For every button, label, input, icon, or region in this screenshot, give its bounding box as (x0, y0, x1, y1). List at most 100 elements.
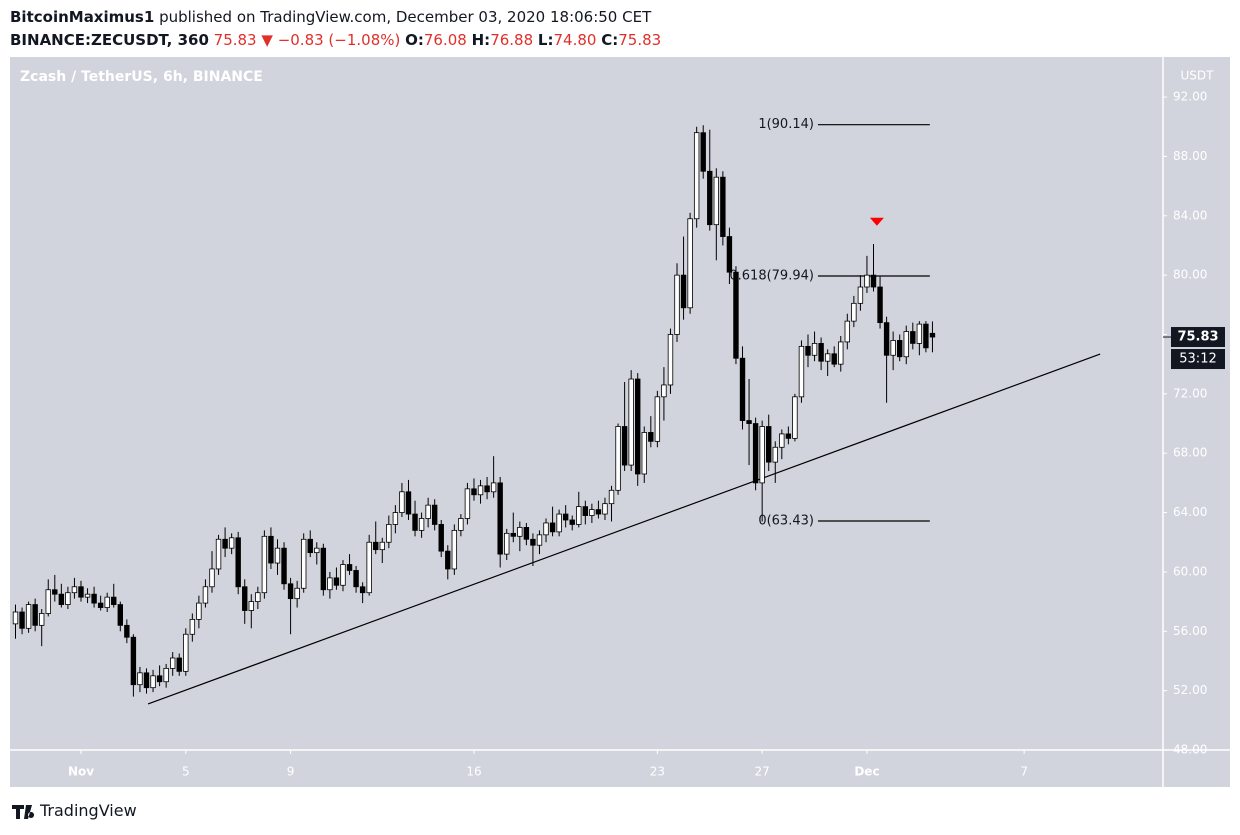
candle-body (700, 132, 706, 172)
candle-body (811, 343, 818, 356)
x-tick-label: 16 (466, 765, 481, 779)
last-price-box (1171, 327, 1225, 348)
candle-body (824, 353, 831, 362)
candle-body (497, 482, 503, 555)
candle-body (300, 538, 307, 589)
candle-body (268, 535, 274, 564)
candle-body (71, 586, 78, 594)
candle-body (176, 657, 182, 672)
x-tick-label: Nov (68, 765, 94, 779)
candle-body (870, 274, 877, 288)
candle-body (543, 522, 549, 536)
candle-body (739, 357, 746, 421)
candle-body (84, 593, 91, 598)
candle-body (438, 524, 444, 552)
candle-body (798, 345, 805, 398)
candle-body (294, 587, 300, 600)
candle-body (392, 512, 399, 525)
candle-body (235, 537, 241, 588)
candle-body (222, 538, 228, 549)
candle-body (504, 532, 510, 555)
candle-body (844, 320, 851, 343)
candle-body (693, 132, 700, 220)
candle-body (536, 534, 543, 546)
candle-body (628, 378, 634, 466)
candle-body (91, 593, 97, 604)
candle-body (97, 602, 104, 608)
candle-body (838, 341, 844, 365)
candle-body (595, 509, 602, 515)
candle-body (772, 446, 778, 463)
candle-body (471, 488, 477, 496)
candle-body (183, 633, 189, 672)
candle-body (274, 547, 281, 564)
candle-body (883, 322, 890, 356)
candle-body (215, 538, 222, 570)
candle-body (746, 420, 752, 424)
candle-body (805, 345, 811, 356)
candle-body (333, 577, 340, 586)
candle-body (530, 538, 536, 546)
header: BitcoinMaximus1 published on TradingView… (10, 6, 661, 52)
ohlc-value: 76.08 (423, 31, 467, 49)
symbol-line: BINANCE:ZECUSDT, 360 75.83 ▼ −0.83 (−1.0… (10, 29, 661, 52)
candle-body (45, 589, 51, 614)
candle-body (752, 423, 759, 484)
candle-body (576, 506, 582, 525)
candle-body (818, 343, 824, 362)
candle-body (523, 527, 530, 540)
candle-body (150, 675, 156, 689)
x-tick-label: 9 (287, 765, 295, 779)
candle-body (137, 672, 143, 686)
candle-body (431, 504, 438, 525)
candle-body (65, 592, 71, 605)
candle-body (117, 604, 123, 626)
candle-body (569, 519, 575, 525)
y-tick-label: 64.00 (1173, 505, 1207, 519)
candle-body (425, 504, 431, 519)
change: ▼ −0.83 (−1.08%) (261, 31, 401, 49)
publish-line: BitcoinMaximus1 published on TradingView… (10, 6, 661, 29)
candle-body (477, 485, 484, 496)
candle-body (556, 513, 562, 533)
ohlc-key: O: (405, 31, 424, 49)
candle-body (314, 547, 320, 554)
trendline (147, 353, 1101, 705)
candle-body (549, 522, 556, 533)
candle-body (281, 547, 287, 585)
ohlc-value: 75.83 (618, 31, 662, 49)
candle-body (615, 426, 621, 491)
candle-body (130, 636, 137, 686)
candle-body (517, 527, 523, 537)
x-tick-label: 23 (650, 765, 665, 779)
candle-body (733, 271, 739, 359)
candle-body (346, 564, 353, 571)
candle-body (857, 286, 864, 304)
candle-body (785, 433, 792, 439)
candle-body (562, 513, 569, 521)
candle-body (792, 396, 798, 439)
candle-body (713, 176, 720, 226)
candle-body (490, 482, 497, 493)
x-tick-label: 27 (755, 765, 770, 779)
candle-body (255, 592, 261, 603)
last: 75.83 (213, 31, 257, 49)
candle-body (261, 535, 268, 594)
ohlc: O:76.08 H:76.88 L:74.80 C:75.83 (405, 31, 661, 49)
candle-body (340, 564, 346, 586)
candle-body (890, 340, 896, 356)
y-tick-label: 60.00 (1173, 564, 1207, 578)
candle-body (779, 433, 785, 448)
candle-body (654, 396, 661, 442)
candle-body (386, 524, 392, 543)
candle-body (111, 596, 117, 605)
ohlc-value: 74.80 (553, 31, 597, 49)
fib-label: 1(90.14) (758, 117, 814, 132)
candle-body (19, 611, 25, 629)
ohlc-value: 76.88 (490, 31, 534, 49)
pane-bg (10, 57, 1230, 787)
candle-body (851, 302, 857, 322)
y-tick-label: 52.00 (1173, 683, 1207, 697)
symbol: BINANCE:ZECUSDT, 360 (10, 31, 209, 49)
